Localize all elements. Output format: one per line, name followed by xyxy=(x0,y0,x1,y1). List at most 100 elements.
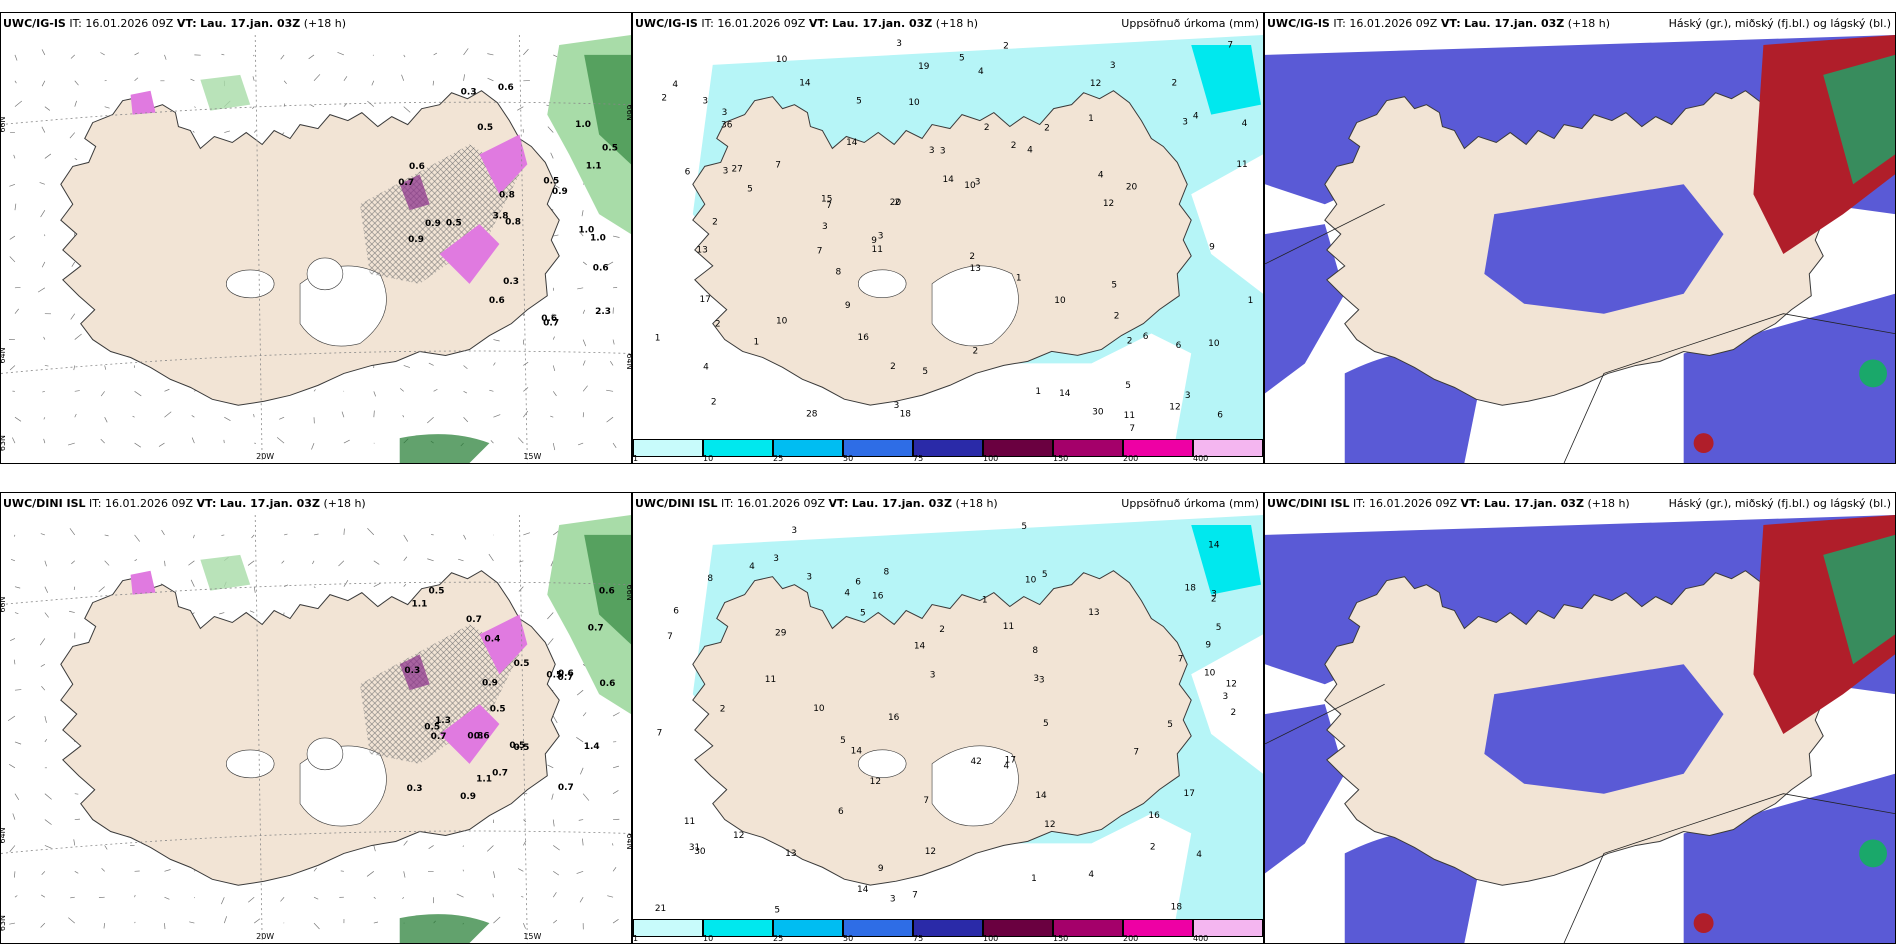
value-label: 4 xyxy=(844,589,850,599)
wind-barb xyxy=(103,923,106,929)
wind-barb xyxy=(487,845,494,852)
white-patch xyxy=(931,265,1019,347)
value-label: 1 xyxy=(1088,114,1094,124)
iceland-land xyxy=(692,90,1192,406)
mid-cloud-cell xyxy=(1859,359,1888,388)
value-label: 36 xyxy=(721,121,733,131)
value-label: 0.7 xyxy=(558,783,574,793)
colorbar-tick-label: 10 xyxy=(703,454,714,463)
wind-barb xyxy=(493,871,496,879)
value-label: 5 xyxy=(747,184,753,194)
colorbar-swatch xyxy=(983,439,1053,457)
wind-barb xyxy=(14,689,22,691)
wind-barb xyxy=(68,917,75,924)
colorbar-swatch xyxy=(1123,439,1193,457)
wind-barb xyxy=(547,612,554,620)
wind-barb xyxy=(550,560,554,567)
wind-barb xyxy=(221,53,225,56)
wind-barb xyxy=(44,560,47,567)
wind-barb xyxy=(366,871,375,877)
value-label: 0.7 xyxy=(543,318,559,328)
value-label: 18 xyxy=(1185,583,1197,593)
value-label: 0.3 xyxy=(407,784,423,794)
wind-barb xyxy=(247,560,255,566)
wind-barb xyxy=(312,560,315,565)
wind-barb xyxy=(74,158,78,161)
it-value: 16.01.2026 09Z xyxy=(105,497,194,510)
value-label: 0.6 xyxy=(474,731,490,741)
value-label: 3 xyxy=(1223,692,1229,702)
value-label: 10 xyxy=(1208,339,1220,349)
wind-barb xyxy=(280,896,285,902)
panel-bottom-left-precip-type: UWC/DINI ISL IT: 16.01.2026 09Z VT: Lau.… xyxy=(0,492,632,944)
wind-barb xyxy=(164,54,167,60)
value-label: 12 xyxy=(1226,680,1237,690)
value-label: 6 xyxy=(838,807,844,817)
value-label: 2.3 xyxy=(595,307,611,317)
value-label: 3 xyxy=(822,222,828,232)
wind-barb xyxy=(552,715,558,724)
wind-barb xyxy=(14,895,18,898)
value-label: 0.3 xyxy=(461,87,477,97)
value-label: 2 xyxy=(1044,123,1050,133)
colorbar-swatch xyxy=(633,439,703,457)
value-label: 1 xyxy=(1031,874,1037,884)
value-label: 5 xyxy=(922,367,928,377)
wind-barb xyxy=(490,440,494,444)
value-label: 0.9 xyxy=(408,235,424,245)
value-label: 7 xyxy=(657,728,663,738)
wind-barb xyxy=(518,868,524,872)
value-label: 0.7 xyxy=(588,624,604,634)
value-label: 14 xyxy=(1208,540,1220,550)
wind-barb xyxy=(337,52,345,56)
wind-barb xyxy=(134,921,136,924)
value-label: 0.5 xyxy=(429,586,445,596)
wind-barb xyxy=(41,80,46,87)
colorbar-swatch xyxy=(773,439,843,457)
wind-barb xyxy=(576,736,584,743)
border-line xyxy=(1265,203,1895,463)
wind-barb xyxy=(74,80,79,86)
value-label: 3 xyxy=(1211,590,1217,600)
wind-barb xyxy=(552,365,556,372)
value-label: 13 xyxy=(1088,608,1099,618)
value-label: 7 xyxy=(817,246,823,256)
value-label: 0.7 xyxy=(398,178,414,188)
wind-barb xyxy=(134,77,139,82)
value-label: 0.7 xyxy=(466,615,482,625)
value-label: 6 xyxy=(1176,341,1182,351)
high-cloud-cell xyxy=(1693,433,1714,454)
value-label: 18 xyxy=(1171,902,1183,912)
lat-label: 63N xyxy=(1,915,7,931)
wind-barb xyxy=(284,533,288,536)
wind-barb xyxy=(462,845,464,847)
value-label: 1.0 xyxy=(578,225,594,235)
value-label: 10 xyxy=(813,704,825,714)
value-label: 3 xyxy=(702,97,708,107)
value-label: 8 xyxy=(707,574,713,584)
wind-barb xyxy=(44,819,52,825)
value-label: 13 xyxy=(970,264,981,274)
wind-barb xyxy=(104,106,110,109)
value-label: 0.6 xyxy=(409,162,425,172)
wind-barb xyxy=(9,235,16,240)
high-cloud-cell xyxy=(1693,913,1714,934)
wind-barb xyxy=(432,80,434,86)
wind-barb xyxy=(433,52,438,56)
it-value: 16.01.2026 09Z xyxy=(737,497,826,510)
value-label: 1 xyxy=(754,337,760,347)
panel-header: UWC/IG-IS IT: 16.01.2026 09Z VT: Lau. 17… xyxy=(633,13,1263,35)
map-svg: 1113131410182010101012121053314527368230… xyxy=(655,35,1263,439)
wind-barb xyxy=(523,48,529,56)
wind-barb xyxy=(553,919,558,924)
colorbar-swatch xyxy=(703,439,773,457)
wind-barb xyxy=(13,534,16,537)
wind-barb xyxy=(611,843,614,846)
snow-band xyxy=(479,134,528,195)
wind-barb xyxy=(14,308,19,314)
wind-barb xyxy=(313,74,321,82)
lead-time: (+18 h) xyxy=(323,497,366,510)
map-svg: 0.50.70.60.50.70.70.90.50.60.60.70.50.90… xyxy=(1,515,631,943)
value-label: 6 xyxy=(1143,332,1149,342)
value-label: 5 xyxy=(774,905,780,915)
